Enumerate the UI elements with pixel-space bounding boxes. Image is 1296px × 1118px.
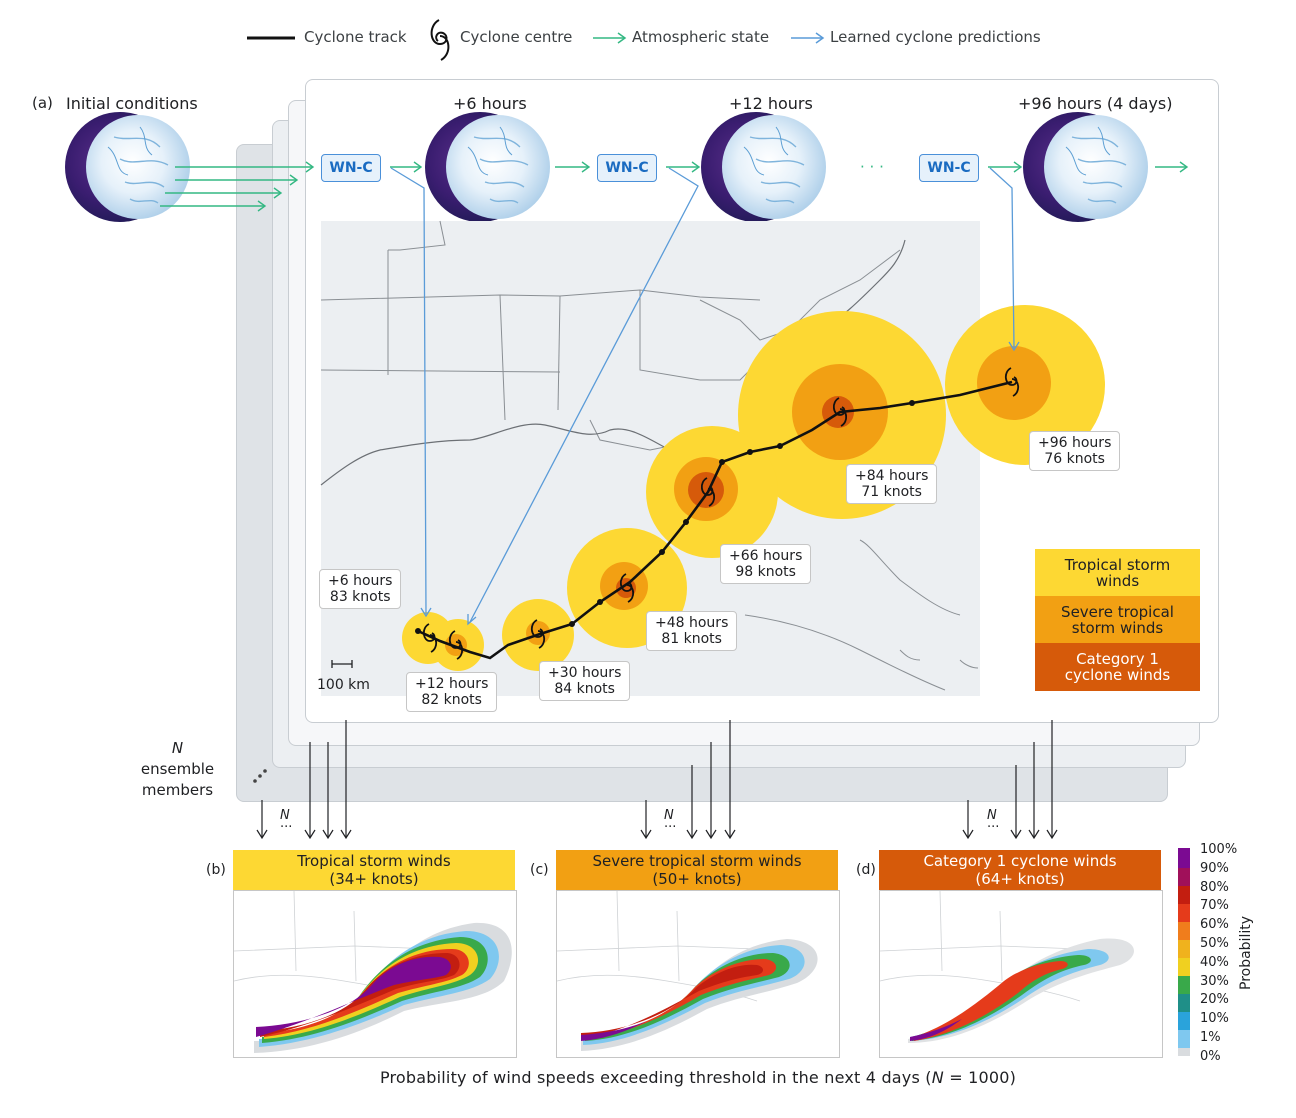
ellipsis: · · · (860, 158, 884, 176)
track-points (415, 400, 915, 634)
panel-c-header: Severe tropical storm winds (50+ knots) (556, 850, 838, 890)
tag-66h: +66 hours 98 knots (720, 544, 812, 584)
t6-label: +6 hours (453, 94, 527, 113)
globe-t12 (700, 111, 827, 223)
ensemble-members-label: N ensemble members (140, 739, 215, 799)
learned-legend-arrow (791, 32, 825, 44)
panel-c-map (556, 890, 840, 1058)
legend-cat1: Category 1 cyclone winds (1035, 643, 1200, 691)
legend-centre-label: Cyclone centre (460, 28, 573, 46)
colorbar-tick-label: 80% (1200, 879, 1229, 895)
colorbar-tick-label: 30% (1200, 973, 1229, 989)
colorbar-tick-label: 60% (1200, 917, 1229, 933)
ensemble-down-arrows (256, 720, 1058, 840)
colorbar-tick-label: 1% (1200, 1030, 1221, 1045)
legend-track-label: Cyclone track (304, 28, 407, 46)
ensemble-dots (253, 769, 267, 783)
colorbar-tick-label: 20% (1200, 992, 1229, 1008)
panel-b-header: Tropical storm winds (34+ knots) (233, 850, 515, 890)
colorbar-tick-label: 70% (1200, 898, 1229, 914)
probability-colorbar (1178, 848, 1190, 1056)
tag-84h: +84 hours 71 knots (846, 464, 938, 504)
colorbar-tick-label: 100% (1200, 842, 1238, 857)
panel-d-map (879, 890, 1163, 1058)
colorbar-tick-label: 50% (1200, 936, 1229, 951)
t12-label: +12 hours (729, 94, 813, 113)
legend-tropical: Tropical storm winds (1035, 549, 1200, 596)
arrow-n-c: N (664, 808, 674, 823)
legend-atmos-label: Atmospheric state (632, 28, 770, 46)
arrow-dots-d: ··· (987, 820, 1000, 835)
panel-a-letter: (a) (32, 94, 53, 112)
legend-learned-label: Learned cyclone predictions (830, 28, 1041, 46)
tag-30h: +30 hours 84 knots (539, 661, 631, 701)
arrow-dots-c: ··· (664, 820, 677, 835)
atmos-arrows (160, 161, 1189, 212)
probability-label: Probability (1238, 915, 1254, 990)
scale-label: 100 km (317, 677, 370, 693)
initial-conditions-label: Initial conditions (66, 94, 198, 113)
globe-t6 (424, 111, 551, 223)
panel-d-header: Category 1 cyclone winds (64+ knots) (879, 850, 1161, 890)
panel-c-letter: (c) (530, 862, 549, 878)
wnc-box-2: WN-C (597, 154, 657, 182)
colorbar-tick-label: 0% (1200, 1048, 1221, 1064)
panel-d-letter: (d) (856, 862, 876, 878)
t96-label: +96 hours (4 days) (1018, 94, 1173, 113)
caption: Probability of wind speeds exceeding thr… (379, 1068, 1017, 1087)
wnc-box-1: WN-C (321, 154, 381, 182)
colorbar-tick-label: 90% (1200, 860, 1229, 876)
arrow-dots-b: ··· (280, 820, 293, 835)
colorbar-tick-label: 10% (1200, 1011, 1229, 1027)
panel-b-map (233, 890, 517, 1058)
islands (744, 539, 979, 691)
tag-6h: +6 hours 83 knots (319, 569, 402, 609)
tag-96h: +96 hours 76 knots (1029, 431, 1121, 471)
arrow-n-b: N (280, 808, 290, 823)
atmos-legend-arrow (593, 32, 627, 44)
legend-graphics (247, 19, 825, 61)
tag-12h: +12 hours 82 knots (406, 672, 498, 712)
panel-b-letter: (b) (206, 862, 226, 878)
scale-bar (331, 660, 353, 668)
cyclone-centre-icon (430, 19, 450, 61)
arrow-n-d: N (987, 808, 997, 823)
tag-48h: +48 hours 81 knots (646, 611, 738, 651)
legend-severe: Severe tropical storm winds (1035, 596, 1200, 643)
wind-legend: Tropical storm winds Severe tropical sto… (1035, 549, 1200, 691)
wnc-box-3: WN-C (919, 154, 979, 182)
globe-t96 (1022, 111, 1149, 223)
learned-arrows (390, 167, 1020, 626)
colorbar-tick-label: 40% (1200, 954, 1229, 970)
